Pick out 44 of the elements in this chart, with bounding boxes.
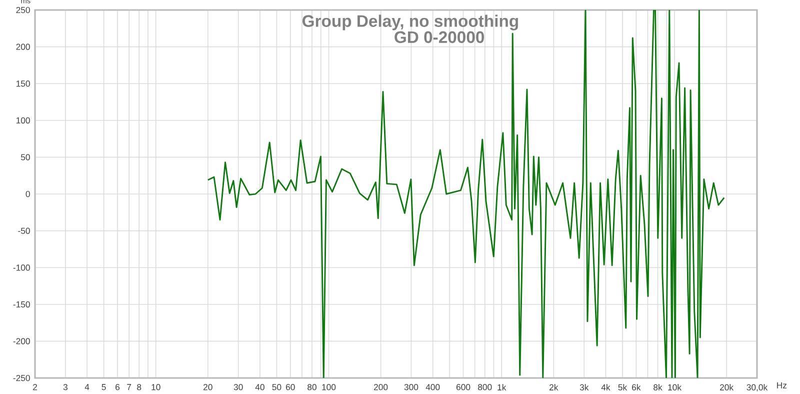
x-tick-label: 200 <box>374 384 388 390</box>
x-axis-title: Hz <box>777 382 787 388</box>
text: GD 0-20000 <box>394 31 484 44</box>
x-tick-label: 600 <box>456 384 470 390</box>
x-tick-label: 10k <box>668 384 682 390</box>
x-tick-label: 2 <box>33 384 37 390</box>
x-tick-label: 8 <box>137 384 142 390</box>
y-tick-label: 50 <box>21 154 30 160</box>
x-tick-label: 50 <box>272 384 282 390</box>
y-tick-label: -200 <box>13 338 30 344</box>
x-tick-label: 6 <box>116 384 120 390</box>
y-tick-label: 100 <box>16 117 30 124</box>
x-tick-label: 400 <box>426 384 440 390</box>
x-tick-label: 1k <box>498 384 506 390</box>
x-tick-label: 20 <box>204 384 212 390</box>
x-tick-label: 100 <box>322 384 336 390</box>
x-tick-label: 4 <box>84 384 90 390</box>
y-tick-label: -150 <box>13 301 30 308</box>
x-tick-label: 800 <box>478 384 492 390</box>
x-tick-label: 8k <box>654 384 662 390</box>
y-tick-label: 150 <box>16 80 30 87</box>
y-tick-label: -50 <box>18 228 30 234</box>
y-tick-label: -250 <box>13 374 30 382</box>
x-tick-label: 300 <box>404 384 418 390</box>
y-tick-label: 250 <box>16 6 30 14</box>
x-tick-label: 3k <box>580 384 589 390</box>
x-tick-label: 20k <box>720 384 734 390</box>
x-tick-label: 30 <box>234 384 243 390</box>
x-tick-label: 30,0k <box>746 384 768 392</box>
chart-title: Group Delay, no smoothing <box>302 14 518 30</box>
x-tick-label: 5k <box>618 384 628 390</box>
x-tick-label: 2k <box>550 384 558 390</box>
y-tick-label: 200 <box>16 44 30 50</box>
x-tick-label: 6k <box>632 384 641 390</box>
y-tick-label: -100 <box>13 264 30 271</box>
x-tick-label: 80 <box>308 384 316 390</box>
x-tick-label: 4k <box>601 384 610 390</box>
y-tick-label: 0 <box>26 190 30 198</box>
x-tick-label: 10 <box>152 384 160 390</box>
x-tick-label: 60 <box>286 384 295 390</box>
x-tick-label: 3 <box>63 384 68 390</box>
x-tick-label: 40 <box>255 384 264 390</box>
x-tick-label: 5 <box>102 384 106 390</box>
x-tick-label: 7 <box>127 384 132 390</box>
